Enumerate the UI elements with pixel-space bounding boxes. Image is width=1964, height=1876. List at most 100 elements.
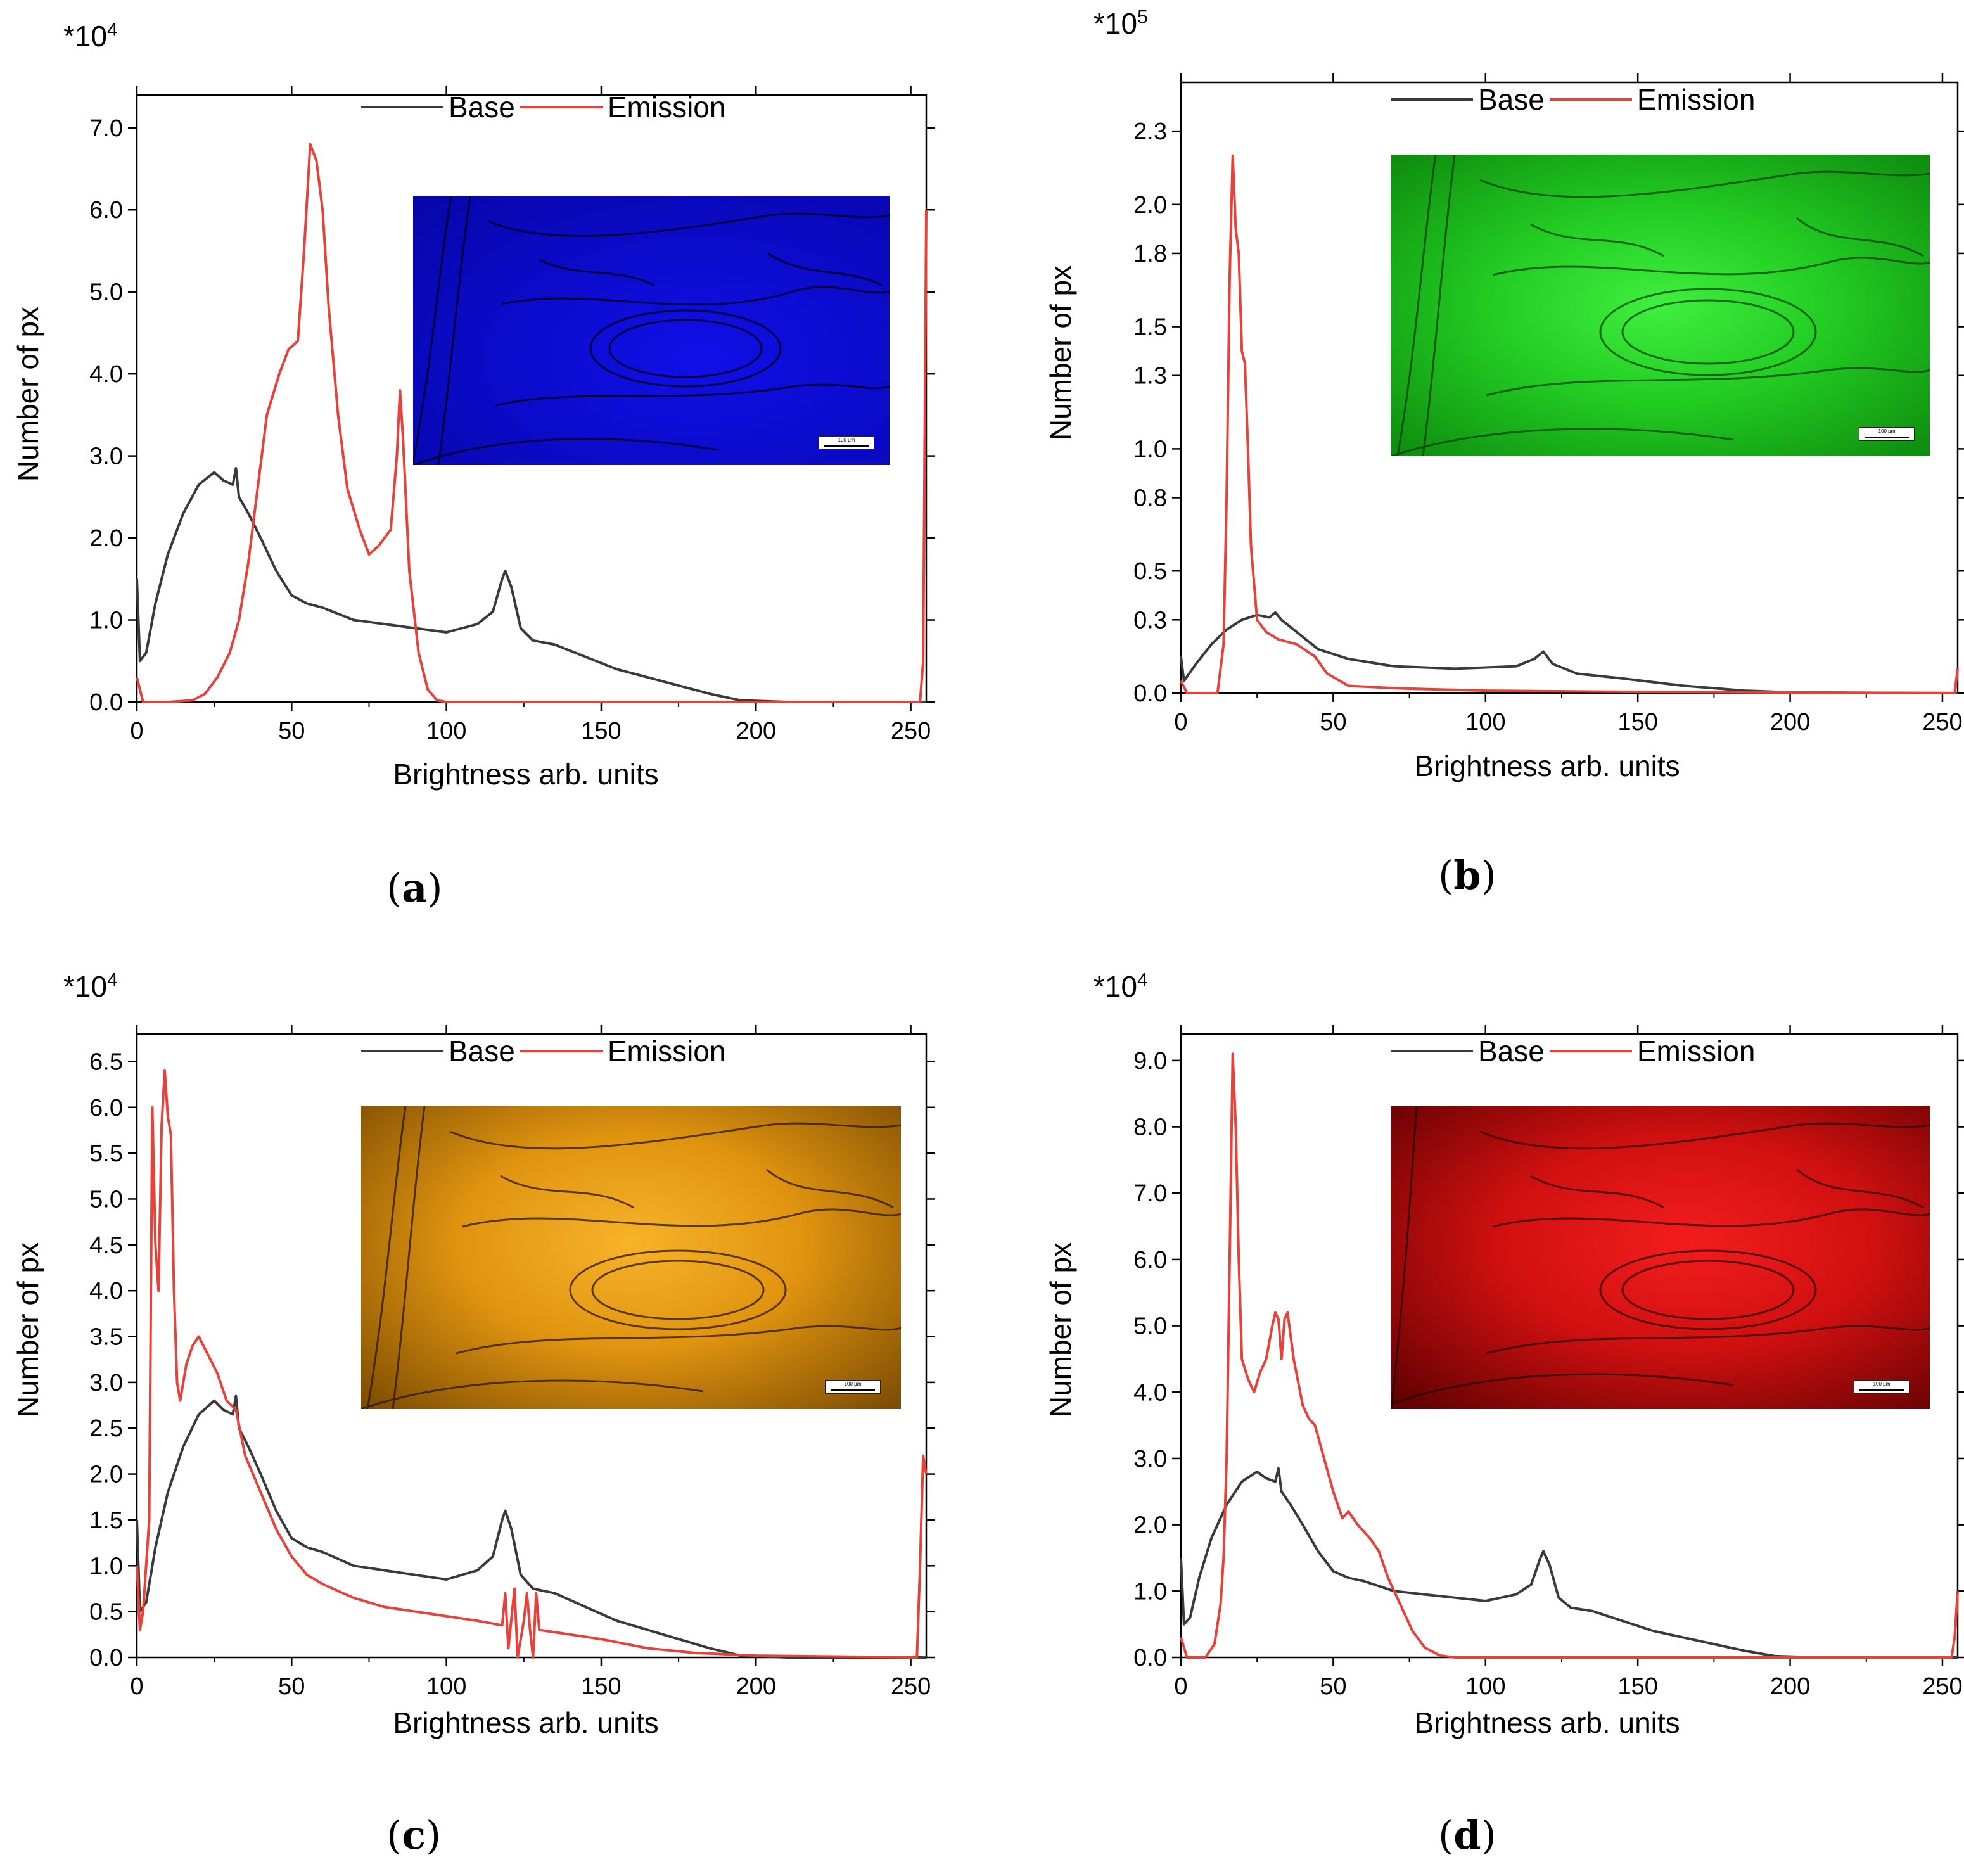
y-tick-label: 1.0 [1133,436,1167,463]
panel-caption-c: (c) [386,1812,442,1858]
y-tick-label: 7.0 [89,115,123,142]
inset-image-green: 100 μm [1391,155,1930,456]
chart-svg-b: 0 50 100 150 200 250 0.0 0.3 0.5 0.8 1.0 1.3 1.5 1.8 2… [1133,73,1964,736]
chart-panel-a: *104 0 50 100 150 200 250 0.0 1.0 2.0 3.0 4.0 5.0 6.… [0,0,982,938]
y-tick-label: 5.5 [89,1140,123,1167]
legend-item-emission: Emission [520,90,726,124]
x-tick-label: 150 [581,1673,621,1700]
legend-label-emission: Emission [607,91,726,124]
y-axis-label-a: Number of px [11,306,44,482]
x-axis-label-d: Brightness arb. units [1414,1706,1680,1739]
legend-item-base: Base [361,1034,515,1068]
inset-texture-b [1391,155,1930,456]
series-line-base [1180,1467,1958,1659]
series-line-base [1180,611,1958,694]
x-tick-label: 250 [1922,709,1962,736]
y-tick-label: 5.0 [89,279,123,306]
y-tick-label: 0.8 [1133,485,1167,512]
y-tick-label: 5.0 [1133,1313,1167,1340]
legend-swatch-base [1391,1050,1473,1052]
inset-image-blue: 100 μm [413,196,890,465]
x-tick-label: 200 [736,718,776,744]
y-tick-label: 6.0 [89,197,123,224]
x-tick-label: 50 [278,1673,305,1700]
x-tick-label: 100 [1465,1673,1505,1700]
y-tick-label: 3.0 [1133,1446,1167,1472]
y-tick-label: 2.0 [89,1462,123,1488]
legend-item-base: Base [1391,82,1545,117]
chart-svg-c: 0 50 100 150 200 250 0.0 0.5 1.0 1.5 2.0 2.5 3.0 3.5 4… [89,1025,935,1700]
legend-b: Base Emission [1391,82,1755,117]
y-tick-label: 4.5 [89,1232,123,1259]
y-tick-label: 6.0 [1133,1247,1167,1273]
x-tick-label: 200 [1770,709,1810,736]
x-tick-label: 50 [1320,709,1346,736]
y-tick-label: 1.0 [1133,1578,1167,1605]
y-tick-label: 1.5 [1133,314,1167,341]
legend-item-emission: Emission [1549,82,1756,117]
y-tick-label: 2.3 [1133,118,1167,145]
legend-item-base: Base [361,90,515,124]
legend-label-emission: Emission [1636,83,1756,116]
x-tick-label: 100 [426,718,466,744]
legend-label-base: Base [1478,1035,1545,1068]
y-tick-label: 1.5 [89,1507,123,1534]
y-tick-label: 7.0 [1133,1180,1167,1207]
chart-panel-c: *104 0 50 100 150 200 250 0.0 0.5 1.0 1.5 2.0 2.5 3.… [0,938,982,1875]
panel-caption-b: (b) [1438,852,1496,898]
x-tick-label: 250 [891,1673,931,1700]
y-multiplier-d: *104 [1094,969,1148,1003]
legend-label-base: Base [449,1035,515,1068]
x-tick-label: 200 [1770,1673,1810,1700]
y-tick-label: 6.5 [89,1049,123,1075]
y-tick-label: 9.0 [1133,1048,1167,1075]
legend-c: Base Emission [361,1034,725,1068]
y-tick-label: 2.0 [1133,192,1167,219]
y-tick-label: 3.5 [89,1324,123,1351]
y-tick-label: 3.0 [89,1370,123,1396]
x-tick-label: 250 [891,718,931,744]
y-tick-label: 0.0 [89,1645,123,1671]
x-tick-label: 0 [1174,709,1187,736]
y-tick-label: 8.0 [1133,1114,1167,1141]
legend-item-emission: Emission [520,1034,726,1068]
x-tick-label: 0 [130,1673,143,1700]
x-axis-label-a: Brightness arb. units [393,758,659,791]
y-tick-label: 2.5 [89,1415,123,1442]
y-tick-label: 0.5 [89,1599,123,1626]
x-tick-label: 150 [1617,709,1657,736]
legend-swatch-emission [520,106,603,108]
x-tick-label: 200 [736,1673,776,1700]
inset-image-red: 100 μm [1391,1106,1930,1409]
y-tick-label: 0.5 [1133,558,1167,585]
x-axis-label-b: Brightness arb. units [1414,750,1680,782]
chart-panel-d: *104 0 50 100 150 200 250 0.0 1.0 2.0 3.0 4.0 5.0 6.… [982,938,1964,1875]
legend-item-base: Base [1391,1034,1545,1068]
y-tick-label: 4.0 [1133,1379,1167,1406]
y-tick-label: 0.0 [89,689,123,716]
y-tick-label: 1.0 [89,1553,123,1579]
legend-label-emission: Emission [607,1035,726,1068]
legend-swatch-emission [1549,1050,1632,1052]
series-line-emission [136,1069,928,1659]
legend-label-base: Base [449,91,515,124]
legend-item-emission: Emission [1549,1034,1756,1068]
x-tick-label: 150 [581,718,621,744]
x-tick-label: 50 [278,718,305,744]
legend-label-base: Base [1478,83,1545,116]
y-tick-label: 5.0 [89,1186,123,1213]
x-tick-label: 50 [1320,1673,1346,1700]
y-tick-label: 1.0 [89,608,123,634]
series-line-emission [1180,1052,1959,1659]
y-tick-label: 1.3 [1133,363,1167,390]
legend-label-emission: Emission [1636,1035,1756,1068]
y-tick-label: 3.0 [89,443,123,470]
inset-texture-a [413,196,890,465]
y-tick-label: 0.3 [1133,607,1167,634]
inset-texture-c [361,1106,901,1409]
legend-d: Base Emission [1391,1034,1755,1068]
plot-frame [136,1033,928,1659]
legend-a: Base Emission [361,90,725,124]
scale-bar-c: 100 μm [825,1380,881,1394]
x-axis-label-c: Brightness arb. units [393,1706,659,1739]
